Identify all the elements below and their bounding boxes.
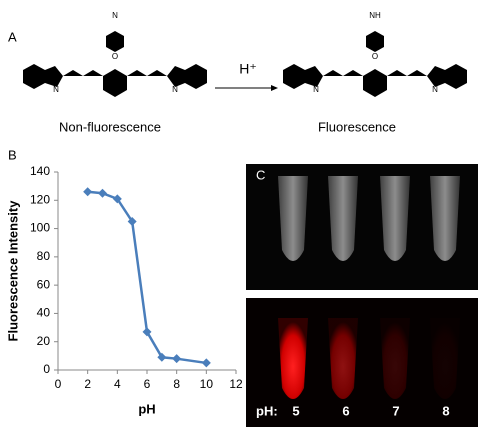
x-tick-label: 4: [114, 377, 121, 391]
atom-label: O: [372, 52, 378, 61]
y-tick-label: 120: [30, 192, 50, 206]
tubes-white-light: [278, 176, 460, 261]
chart: 0 20 40 60 80 100 120 140 0 2 4 6 8 10 12 pH Fluorescenc…: [5, 164, 243, 416]
atom-label: N: [53, 85, 59, 94]
atom-label: O: [112, 52, 118, 61]
tubes-fluorescence: [278, 318, 460, 399]
caption: Non-fluorescence: [59, 119, 161, 134]
left-molecule: N O N N: [23, 11, 207, 98]
data-point: [172, 354, 182, 364]
x-tick-label: 12: [229, 377, 243, 391]
x-tick-label: 6: [144, 377, 151, 391]
atom-label: N: [313, 85, 319, 94]
y-tick-label: 20: [37, 334, 51, 348]
y-tick-label: 140: [30, 164, 50, 178]
y-tick-label: 100: [30, 221, 50, 235]
data-point: [201, 358, 211, 368]
x-axis-title: pH: [138, 401, 155, 416]
tube-labels: pH: 5 6 7 8: [256, 403, 450, 418]
atom-label: NH: [369, 11, 381, 20]
atom-label: N: [432, 85, 438, 94]
panel-label: A: [8, 29, 17, 44]
caption: Fluorescence: [318, 119, 396, 134]
x-tick-label: 8: [173, 377, 180, 391]
reagent: H⁺: [239, 61, 257, 77]
series-line: [87, 190, 207, 365]
tube-label: 6: [342, 403, 349, 418]
y-tick-label: 0: [43, 362, 50, 376]
atom-label: N: [112, 11, 118, 20]
x-tick-label: 10: [200, 377, 214, 391]
data-point: [127, 217, 137, 226]
data-point: [157, 352, 167, 362]
data-point: [98, 188, 107, 198]
arrow-head: [271, 85, 278, 91]
y-axis-title: Fluorescence Intensity: [5, 200, 20, 342]
panel-label: B: [8, 147, 17, 162]
x-tick-label: 0: [55, 377, 62, 391]
right-molecule: NH O N N: [283, 11, 467, 98]
x-tick-label: 2: [84, 377, 91, 391]
tube-label: 5: [292, 403, 299, 418]
y-tick-label: 60: [37, 277, 51, 291]
tube-label: 8: [442, 403, 449, 418]
y-tick-label: 40: [37, 306, 51, 320]
data-point: [142, 327, 152, 337]
data-point: [112, 194, 122, 204]
ph-prefix: pH:: [256, 403, 278, 418]
atom-label: N: [172, 85, 178, 94]
y-tick-label: 80: [37, 249, 51, 263]
panel-label: C: [256, 167, 265, 182]
tube-label: 7: [392, 403, 399, 418]
data-point: [83, 187, 93, 197]
